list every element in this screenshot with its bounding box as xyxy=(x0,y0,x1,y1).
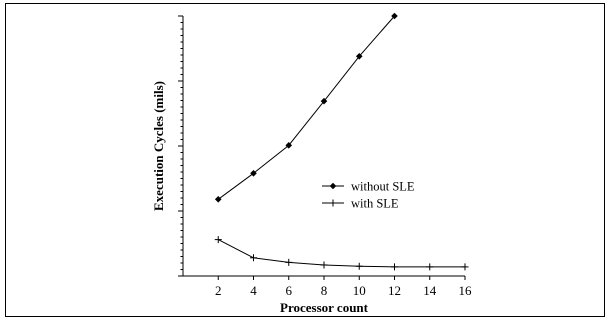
plus-marker xyxy=(461,263,469,271)
plus-marker xyxy=(250,254,257,262)
diamond-marker xyxy=(355,53,363,60)
legend-item: with SLE xyxy=(322,197,399,211)
x-tick-label: 10 xyxy=(353,283,366,298)
x-tick-label: 4 xyxy=(250,283,257,298)
diamond-marker xyxy=(391,12,398,20)
axes: 2 4 6 8 10 12 14 16 xyxy=(178,15,473,298)
x-tick-label: 12 xyxy=(388,283,401,298)
plus-marker xyxy=(355,262,363,270)
diamond-marker xyxy=(285,142,293,149)
x-tick-label: 16 xyxy=(459,283,473,298)
diamond-marker xyxy=(320,97,328,105)
legend-item: without SLE xyxy=(322,180,415,194)
series-without-sle xyxy=(214,12,398,203)
plus-marker xyxy=(285,258,293,266)
diamond-marker xyxy=(250,170,257,177)
plus-marker xyxy=(426,263,434,271)
series-line xyxy=(218,239,465,268)
x-axis-title: Processor count xyxy=(280,300,369,315)
series-layer xyxy=(214,12,469,271)
legend-label: with SLE xyxy=(351,197,399,211)
legend-label: without SLE xyxy=(351,180,415,194)
figure-frame xyxy=(5,3,605,317)
plus-marker xyxy=(391,263,398,271)
plus-marker xyxy=(214,236,222,244)
diamond-marker xyxy=(214,196,222,203)
x-tick-label: 6 xyxy=(286,283,293,298)
plus-marker xyxy=(320,261,328,269)
legend: without SLE with SLE xyxy=(322,180,415,211)
diamond-marker xyxy=(329,182,337,190)
plus-marker xyxy=(329,199,337,207)
x-tick-label: 2 xyxy=(215,283,222,298)
y-axis-title: Execution Cycles (mils) xyxy=(151,81,166,211)
series-line xyxy=(217,15,395,200)
x-tick-label: 14 xyxy=(423,283,437,298)
series-with-sle xyxy=(214,236,469,271)
x-tick-label: 8 xyxy=(321,283,328,298)
